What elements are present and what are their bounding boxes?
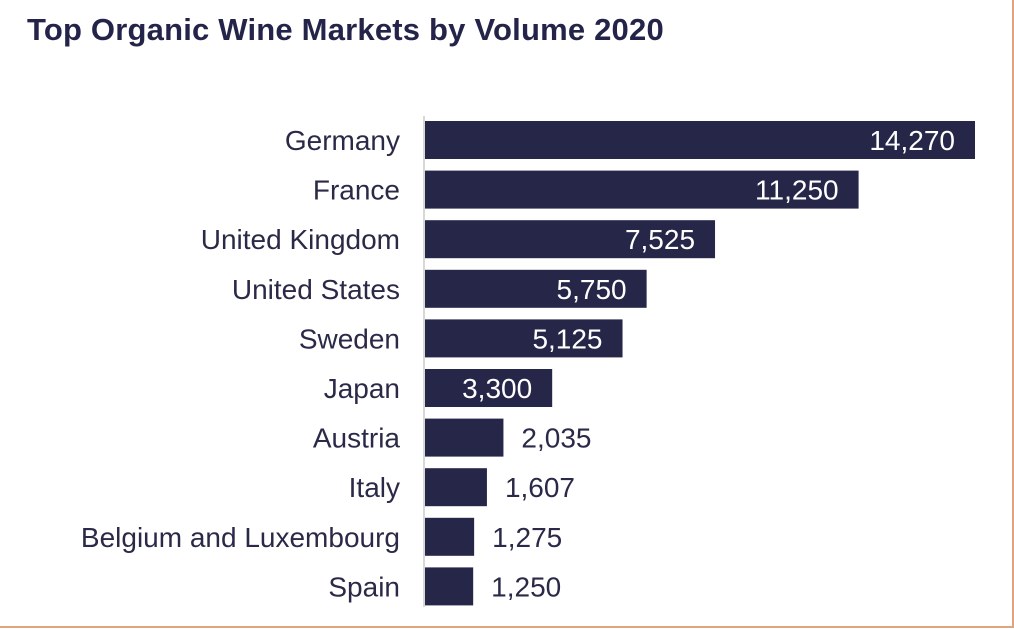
bar [425,269,647,308]
value-label: 2,035 [521,423,591,454]
value-label: 1,275 [492,522,562,553]
bar [425,369,553,407]
bar [425,418,504,457]
value-label: 5,750 [557,274,627,305]
chart-title: Top Organic Wine Markets by Volume 2020 [27,12,664,47]
value-label: 14,270 [869,125,955,156]
value-label: 1,250 [491,571,561,602]
category-label: Japan [324,373,400,404]
value-label: 1,607 [505,472,575,503]
bar [425,220,716,259]
bar [425,468,487,507]
bar [425,567,474,606]
category-label: Austria [313,423,401,454]
bar [425,170,859,209]
category-label: Germany [285,125,400,156]
value-label: 5,125 [532,323,602,354]
bar [425,121,975,159]
value-label: 3,300 [462,373,532,404]
category-label: Italy [349,472,400,503]
bar [425,517,475,556]
category-label: Sweden [299,323,400,354]
category-label: United States [232,274,400,305]
category-label: Spain [328,571,400,602]
bar [425,319,623,358]
category-label: France [313,175,400,206]
category-label: Belgium and Luxembourg [81,522,400,553]
value-label: 7,525 [625,224,695,255]
value-label: 11,250 [755,175,839,206]
category-label: United Kingdom [201,224,400,255]
